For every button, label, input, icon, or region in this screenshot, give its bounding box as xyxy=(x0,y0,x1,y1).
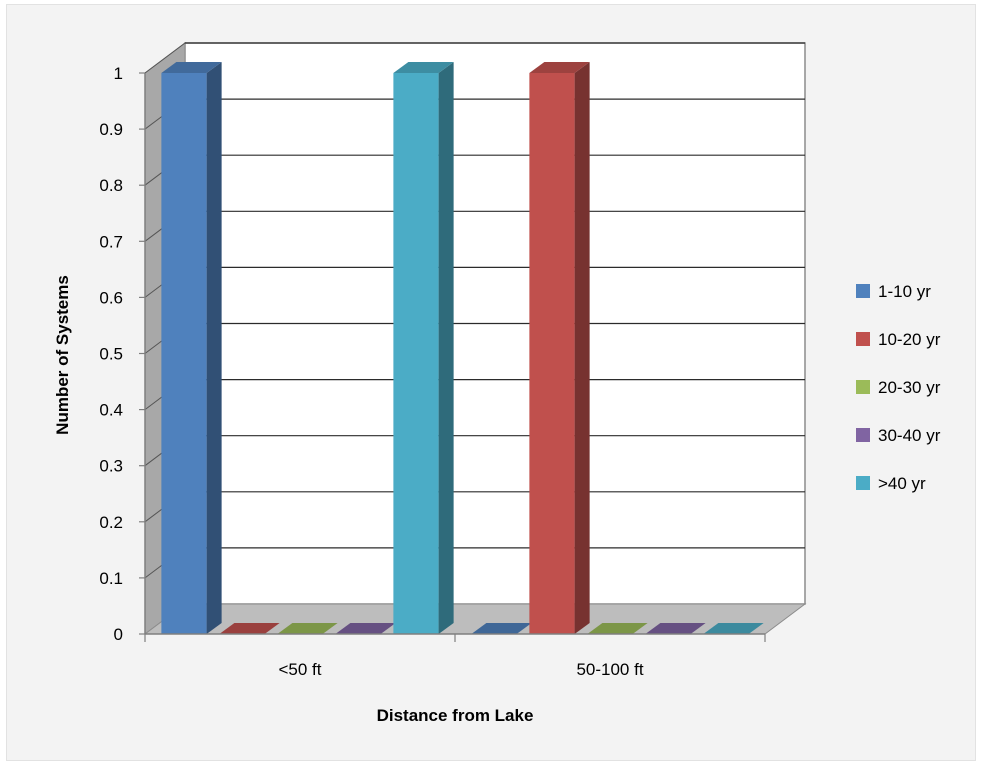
y-axis-title: Number of Systems xyxy=(53,275,72,435)
bar xyxy=(529,62,590,634)
bar xyxy=(335,623,396,634)
x-axis-title: Distance from Lake xyxy=(377,706,534,725)
legend-swatch xyxy=(856,380,870,394)
legend-item: 20-30 yr xyxy=(856,378,941,397)
bar-top xyxy=(645,623,706,634)
legend-swatch xyxy=(856,284,870,298)
bar xyxy=(219,623,280,634)
bar-top xyxy=(703,623,764,634)
legend-label: 1-10 yr xyxy=(878,282,931,301)
bar-front xyxy=(393,73,439,634)
bar-top xyxy=(277,623,338,634)
y-tick-label: 1 xyxy=(114,64,123,83)
bar xyxy=(393,62,454,634)
bar-side xyxy=(206,62,222,634)
legend-item: 10-20 yr xyxy=(856,330,941,349)
bar xyxy=(471,623,532,634)
y-tick-label: 0.6 xyxy=(99,288,123,307)
bar-top xyxy=(529,62,590,73)
bars xyxy=(161,62,764,634)
bar-side xyxy=(574,62,590,634)
y-tick-label: 0.8 xyxy=(99,176,123,195)
bar-side xyxy=(438,62,454,634)
bar xyxy=(277,623,338,634)
bar xyxy=(161,62,222,634)
x-tick-labels: <50 ft 50-100 ft xyxy=(278,660,643,679)
y-tick-label: 0.5 xyxy=(99,345,123,364)
bar-top xyxy=(161,62,222,73)
legend-label: 20-30 yr xyxy=(878,378,941,397)
legend-label: >40 yr xyxy=(878,474,926,493)
bar-top xyxy=(393,62,454,73)
y-tick-label: 0.2 xyxy=(99,513,123,532)
bar-top xyxy=(219,623,280,634)
chart-walls xyxy=(143,42,807,635)
y-tick-labels: 0 0.1 0.2 0.3 0.4 0.5 0.6 0.7 0.8 0.9 1 xyxy=(99,64,123,644)
legend-swatch xyxy=(856,332,870,346)
legend-item: >40 yr xyxy=(856,474,926,493)
bar-top xyxy=(471,623,532,634)
bar-front xyxy=(161,73,207,634)
legend: 1-10 yr 10-20 yr 20-30 yr 30-40 yr >40 yr xyxy=(856,282,941,493)
legend-label: 10-20 yr xyxy=(878,330,941,349)
y-tick-label: 0.9 xyxy=(99,120,123,139)
legend-swatch xyxy=(856,476,870,490)
axes xyxy=(139,72,766,642)
x-tick-label: <50 ft xyxy=(278,660,321,679)
legend-swatch xyxy=(856,428,870,442)
y-tick-label: 0 xyxy=(114,625,123,644)
legend-item: 1-10 yr xyxy=(856,282,931,301)
bar xyxy=(703,623,764,634)
bar xyxy=(645,623,706,634)
x-tick-label: 50-100 ft xyxy=(576,660,643,679)
bar xyxy=(587,623,648,634)
y-tick-label: 0.3 xyxy=(99,457,123,476)
y-tick-label: 0.1 xyxy=(99,569,123,588)
y-tick-label: 0.7 xyxy=(99,232,123,251)
legend-item: 30-40 yr xyxy=(856,426,941,445)
bar-front xyxy=(529,73,575,634)
y-tick-label: 0.4 xyxy=(99,401,123,420)
bar-top xyxy=(335,623,396,634)
bar-top xyxy=(587,623,648,634)
legend-label: 30-40 yr xyxy=(878,426,941,445)
gridline-side xyxy=(144,42,186,74)
